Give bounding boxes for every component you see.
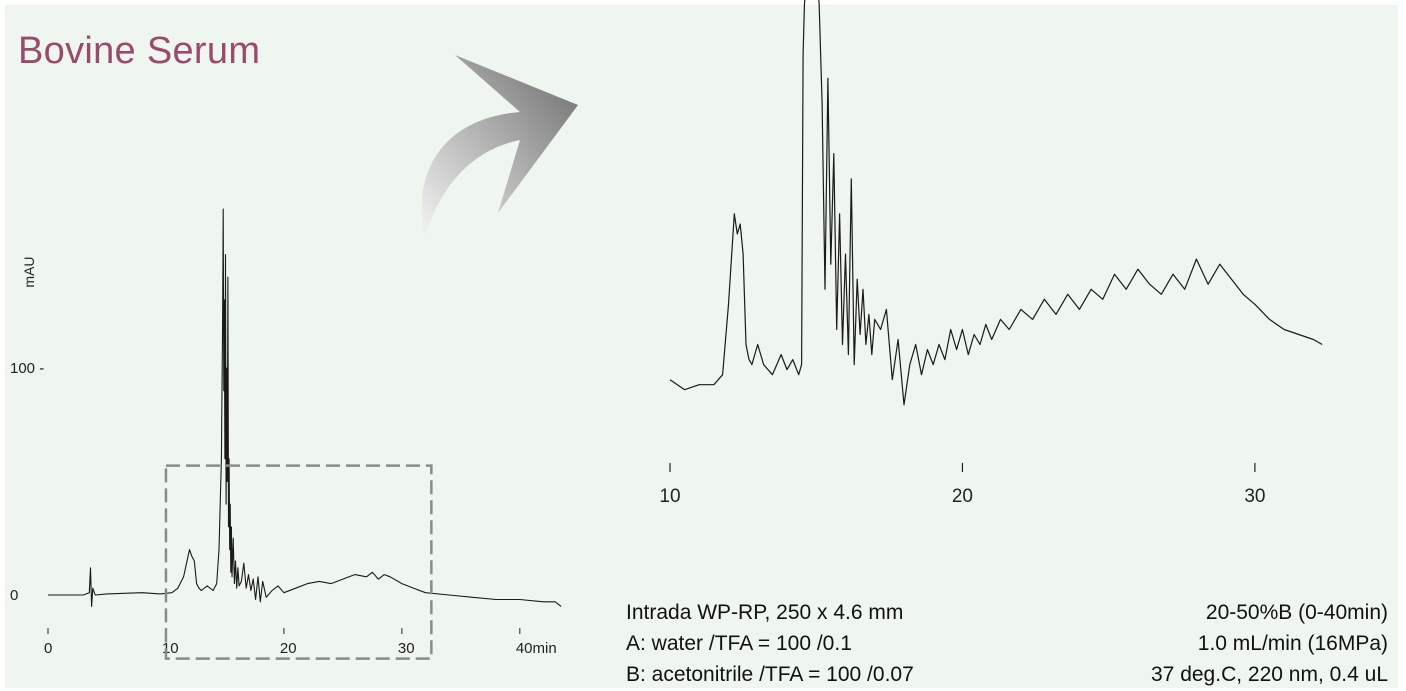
x-tick-label: 40min (516, 640, 557, 657)
x-tick-label: 10 (162, 640, 179, 657)
column-spec: Intrada WP-RP, 250 x 4.6 mm (626, 601, 904, 624)
gradient-spec: 20-50%B (0-40min) (1205, 601, 1388, 624)
zoom-x-tick-label: 20 (952, 486, 973, 507)
full-chromatogram-trace (48, 208, 562, 607)
method-conditions-left: Intrada WP-RP, 250 x 4.6 mm A: water /TF… (626, 597, 914, 690)
zoom-region-box (164, 464, 433, 660)
zoom-x-tick-label: 30 (1244, 486, 1265, 507)
mobile-phase-a: A: water /TFA = 100 /0.1 (626, 632, 852, 655)
y-tick-label: 0 (10, 587, 18, 604)
detection-spec: 37 deg.C, 220 nm, 0.4 uL (1151, 663, 1388, 686)
zoomed-chromatogram-trace (669, 0, 1323, 406)
x-tick-label: 30 (398, 640, 415, 657)
method-conditions-right: 20-50%B (0-40min) 1.0 mL/min (16MPa) 37 … (1151, 597, 1388, 690)
flow-rate: 1.0 mL/min (16MPa) (1197, 632, 1388, 655)
full-chromatogram-plot: mAU 0 100 - 0 10 20 30 40min (10, 208, 562, 660)
figure-title: Bovine Serum (18, 30, 261, 72)
mobile-phase-b: B: acetonitrile /TFA = 100 /0.07 (626, 663, 914, 686)
y-tick-label: 100 - (10, 360, 44, 377)
zoomed-chromatogram-plot: 10 20 30 (659, 0, 1323, 507)
x-tick-label: 0 (44, 640, 52, 657)
y-axis-label: mAU (21, 256, 37, 287)
curved-arrow-icon (421, 55, 578, 238)
x-tick-label: 20 (280, 640, 297, 657)
zoom-x-tick-label: 10 (659, 486, 680, 507)
